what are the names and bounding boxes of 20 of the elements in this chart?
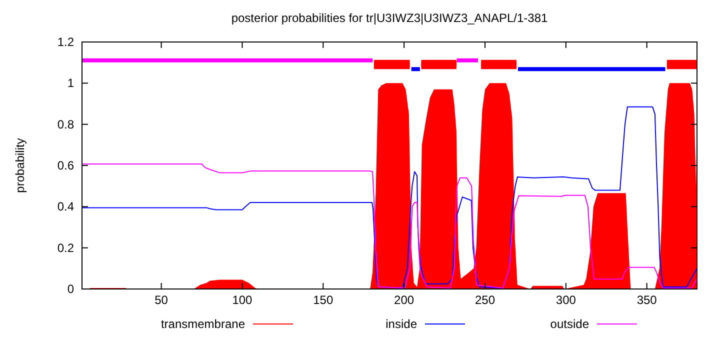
x-tick-label: 200 <box>394 293 414 307</box>
x-tick-label: 150 <box>313 293 334 307</box>
y-tick-label: 0.2 <box>57 240 74 255</box>
chart-title: posterior probabilities for tr|U3IWZ3|U3IWZ3_ANAPL/1-381 <box>231 11 548 25</box>
y-axis-title: probability <box>13 138 27 193</box>
line-series <box>82 164 698 288</box>
x-tick-label: 300 <box>556 293 576 307</box>
legend-label: transmembrane <box>160 317 246 331</box>
y-tick-label: 0 <box>67 282 74 296</box>
y-tick-label: 0.6 <box>57 158 74 172</box>
x-tick-label: 100 <box>232 293 253 307</box>
legend-label: inside <box>386 317 418 331</box>
y-tick-label: 1.2 <box>57 35 74 49</box>
y-tick-label: 0.4 <box>57 200 74 214</box>
y-tick-label: 1 <box>67 76 74 90</box>
x-tick-label: 250 <box>474 293 496 307</box>
x-tick-label: 50 <box>154 293 168 307</box>
legend-label: outside <box>550 317 590 331</box>
x-tick-label: 350 <box>636 293 658 307</box>
y-tick-label: 0.8 <box>57 117 74 132</box>
